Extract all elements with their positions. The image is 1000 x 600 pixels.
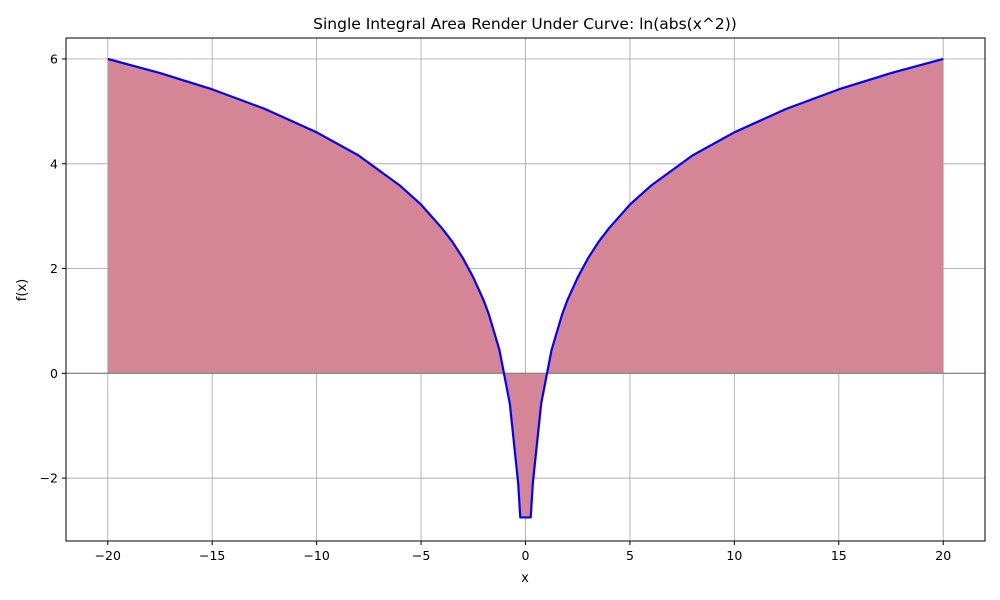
chart-title: Single Integral Area Render Under Curve:… xyxy=(313,15,737,33)
x-tick-label: 20 xyxy=(935,548,951,563)
plot-area xyxy=(66,57,985,519)
x-tick-label: −5 xyxy=(412,548,430,563)
y-tick-label: 4 xyxy=(50,156,58,171)
x-axis: −20 −15 −10 −5 0 5 10 15 20 xyxy=(95,541,951,563)
series-line xyxy=(107,57,944,519)
area-fill xyxy=(107,58,944,518)
x-tick-label: 10 xyxy=(726,548,742,563)
y-tick-label: −2 xyxy=(40,471,58,486)
y-tick-label: 6 xyxy=(50,51,58,66)
x-tick-label: −10 xyxy=(303,548,329,563)
x-tick-label: 15 xyxy=(831,548,847,563)
x-tick-label: 0 xyxy=(522,548,530,563)
y-tick-label: 2 xyxy=(50,261,58,276)
y-axis-label: f(x) xyxy=(15,279,30,301)
y-tick-label: 0 xyxy=(50,366,58,381)
y-axis: −2 0 2 4 6 xyxy=(40,51,66,486)
x-tick-label: −15 xyxy=(199,548,225,563)
x-axis-label: x xyxy=(521,571,529,586)
x-tick-label: −20 xyxy=(95,548,121,563)
x-tick-label: 5 xyxy=(626,548,634,563)
